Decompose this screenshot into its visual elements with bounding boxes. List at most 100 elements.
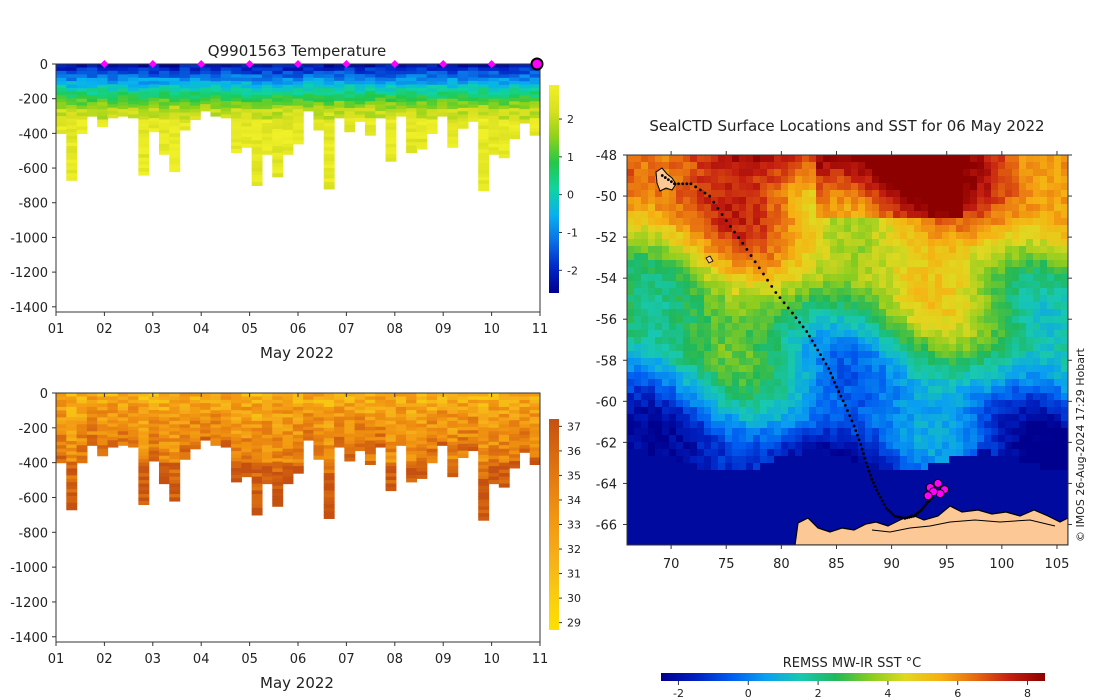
salinity-cell xyxy=(138,413,150,418)
salinity-cell xyxy=(107,393,119,397)
sst-cell xyxy=(914,183,922,191)
salinity-cell xyxy=(231,461,242,466)
sst-cell xyxy=(935,274,943,282)
temperature-cell xyxy=(251,178,263,183)
sst-cell xyxy=(914,365,922,373)
salinity-cell xyxy=(385,480,397,485)
sst-cell xyxy=(928,267,936,275)
sst-cell xyxy=(879,190,887,198)
sst-cell xyxy=(627,260,635,268)
sst-cell xyxy=(725,351,733,359)
temperature-cell xyxy=(313,84,325,89)
sst-cell xyxy=(648,169,656,177)
sst-cell xyxy=(956,183,964,191)
salinity-cell xyxy=(189,406,201,412)
sst-cell xyxy=(760,281,768,289)
salinity-cell xyxy=(354,396,366,401)
sst-cell xyxy=(984,246,992,254)
sst-cell xyxy=(802,337,810,345)
salinity-cell xyxy=(56,452,67,457)
sst-cell xyxy=(690,239,698,247)
temperature-cell xyxy=(66,111,78,116)
sst-cell xyxy=(984,414,992,422)
salinity-cell xyxy=(76,399,88,405)
sst-cell xyxy=(921,155,929,163)
sst-cell xyxy=(977,421,985,429)
salinity-cell xyxy=(406,468,418,473)
sst-cell xyxy=(795,421,803,429)
sst-cell xyxy=(669,274,677,282)
sst-cell xyxy=(830,330,838,338)
sst-cell xyxy=(802,323,810,331)
sst-cell xyxy=(711,155,719,163)
sst-cell xyxy=(1005,316,1013,324)
temperature-cell xyxy=(488,129,500,134)
sst-cell xyxy=(872,379,880,387)
sst-cell xyxy=(816,323,824,331)
temperature-cell xyxy=(519,74,531,79)
temperature-cell xyxy=(447,129,459,134)
sst-cell xyxy=(1005,323,1013,331)
sst-cell xyxy=(977,316,985,324)
temperature-cell xyxy=(395,84,407,89)
sst-cell xyxy=(837,281,845,289)
salinity-cell xyxy=(210,420,222,425)
temperature-cell xyxy=(220,104,232,109)
temperature-cell xyxy=(148,114,160,119)
temperature-cell xyxy=(437,81,448,86)
sst-cell xyxy=(788,414,796,422)
temperature-cell xyxy=(354,77,366,82)
sst-cell xyxy=(1040,274,1048,282)
sst-cell xyxy=(1040,295,1048,303)
sst-cell xyxy=(879,302,887,310)
sst-cell xyxy=(1026,239,1034,247)
sst-cell xyxy=(641,176,649,184)
sst-cell xyxy=(676,183,684,191)
sst-cell xyxy=(963,316,971,324)
salinity-cell xyxy=(406,430,418,435)
temperature-cell xyxy=(76,109,88,114)
sst-cell xyxy=(739,232,747,240)
sst-cell xyxy=(718,169,726,177)
salinity-cell xyxy=(375,436,387,441)
sst-cell xyxy=(823,260,831,268)
sst-cell xyxy=(718,435,726,443)
sst-cell xyxy=(627,281,635,289)
sst-cell xyxy=(781,295,789,303)
temperature-cell xyxy=(189,98,201,103)
temperature-cell xyxy=(292,91,304,96)
temperature-cell xyxy=(509,131,521,136)
salinity-cell xyxy=(261,480,273,485)
sst-cell xyxy=(991,386,999,394)
temperature-cell xyxy=(272,84,284,89)
sst-cell xyxy=(683,246,691,254)
sst-cell xyxy=(963,169,971,177)
sst-cell xyxy=(648,435,656,443)
sst-cell xyxy=(669,260,677,268)
sst-cell xyxy=(683,190,691,198)
salinity-cell xyxy=(189,445,201,450)
sst-cell xyxy=(795,176,803,184)
sst-cell xyxy=(1012,323,1020,331)
sst-cell xyxy=(662,400,670,408)
sst-cell xyxy=(760,260,768,268)
sst-cell xyxy=(1033,358,1041,366)
sst-cell xyxy=(641,302,649,310)
temperature-cell xyxy=(406,111,418,116)
temperature-cell xyxy=(169,91,181,96)
sst-cell xyxy=(704,323,712,331)
temperature-cell xyxy=(231,142,242,147)
sst-cell xyxy=(865,393,873,401)
sst-cell xyxy=(872,414,880,422)
salinity-cell xyxy=(426,396,438,401)
sst-cell xyxy=(998,197,1006,205)
salinity-cell xyxy=(447,417,459,422)
temperature-cell xyxy=(385,147,397,152)
temperature-cell xyxy=(179,122,191,128)
salinity-profile xyxy=(323,393,335,519)
temperature-cell xyxy=(498,84,510,89)
temperature-profile xyxy=(261,64,273,155)
salinity-cell xyxy=(128,413,139,418)
salinity-cell xyxy=(334,409,345,414)
sst-cell xyxy=(1047,421,1055,429)
